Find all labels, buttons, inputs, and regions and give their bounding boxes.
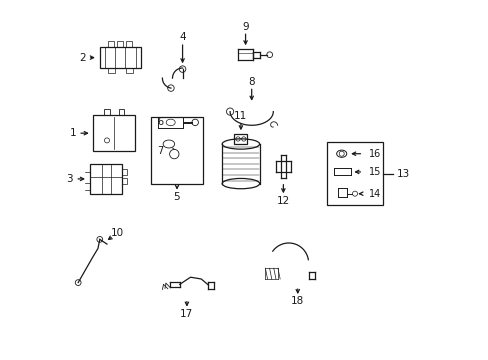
Bar — [93, 115, 135, 151]
Bar — [234, 134, 247, 144]
Text: 16: 16 — [368, 149, 380, 159]
Bar — [122, 178, 127, 184]
Text: 15: 15 — [368, 167, 380, 177]
Text: 12: 12 — [276, 195, 289, 206]
Bar — [122, 169, 127, 175]
Text: 2: 2 — [79, 53, 85, 63]
Bar — [118, 109, 124, 115]
Text: 10: 10 — [111, 228, 124, 238]
Text: 6: 6 — [157, 117, 163, 127]
Bar — [117, 41, 123, 47]
Text: 14: 14 — [368, 189, 380, 199]
Bar — [89, 164, 122, 194]
Bar — [126, 41, 132, 47]
Text: 5: 5 — [173, 192, 180, 202]
Text: 3: 3 — [66, 174, 73, 184]
Text: 7: 7 — [157, 146, 163, 156]
Bar — [100, 47, 141, 68]
Bar — [151, 117, 203, 184]
Bar — [107, 68, 115, 73]
Text: 13: 13 — [396, 169, 409, 179]
Text: 11: 11 — [234, 111, 247, 121]
Bar — [108, 41, 114, 47]
Bar — [326, 142, 382, 205]
Bar — [125, 68, 133, 73]
Text: 18: 18 — [290, 296, 304, 306]
Bar — [104, 109, 110, 115]
Text: 9: 9 — [242, 22, 248, 32]
Text: 8: 8 — [248, 77, 254, 87]
Text: 4: 4 — [179, 32, 185, 42]
Text: 1: 1 — [69, 128, 76, 138]
Text: 17: 17 — [180, 309, 193, 319]
